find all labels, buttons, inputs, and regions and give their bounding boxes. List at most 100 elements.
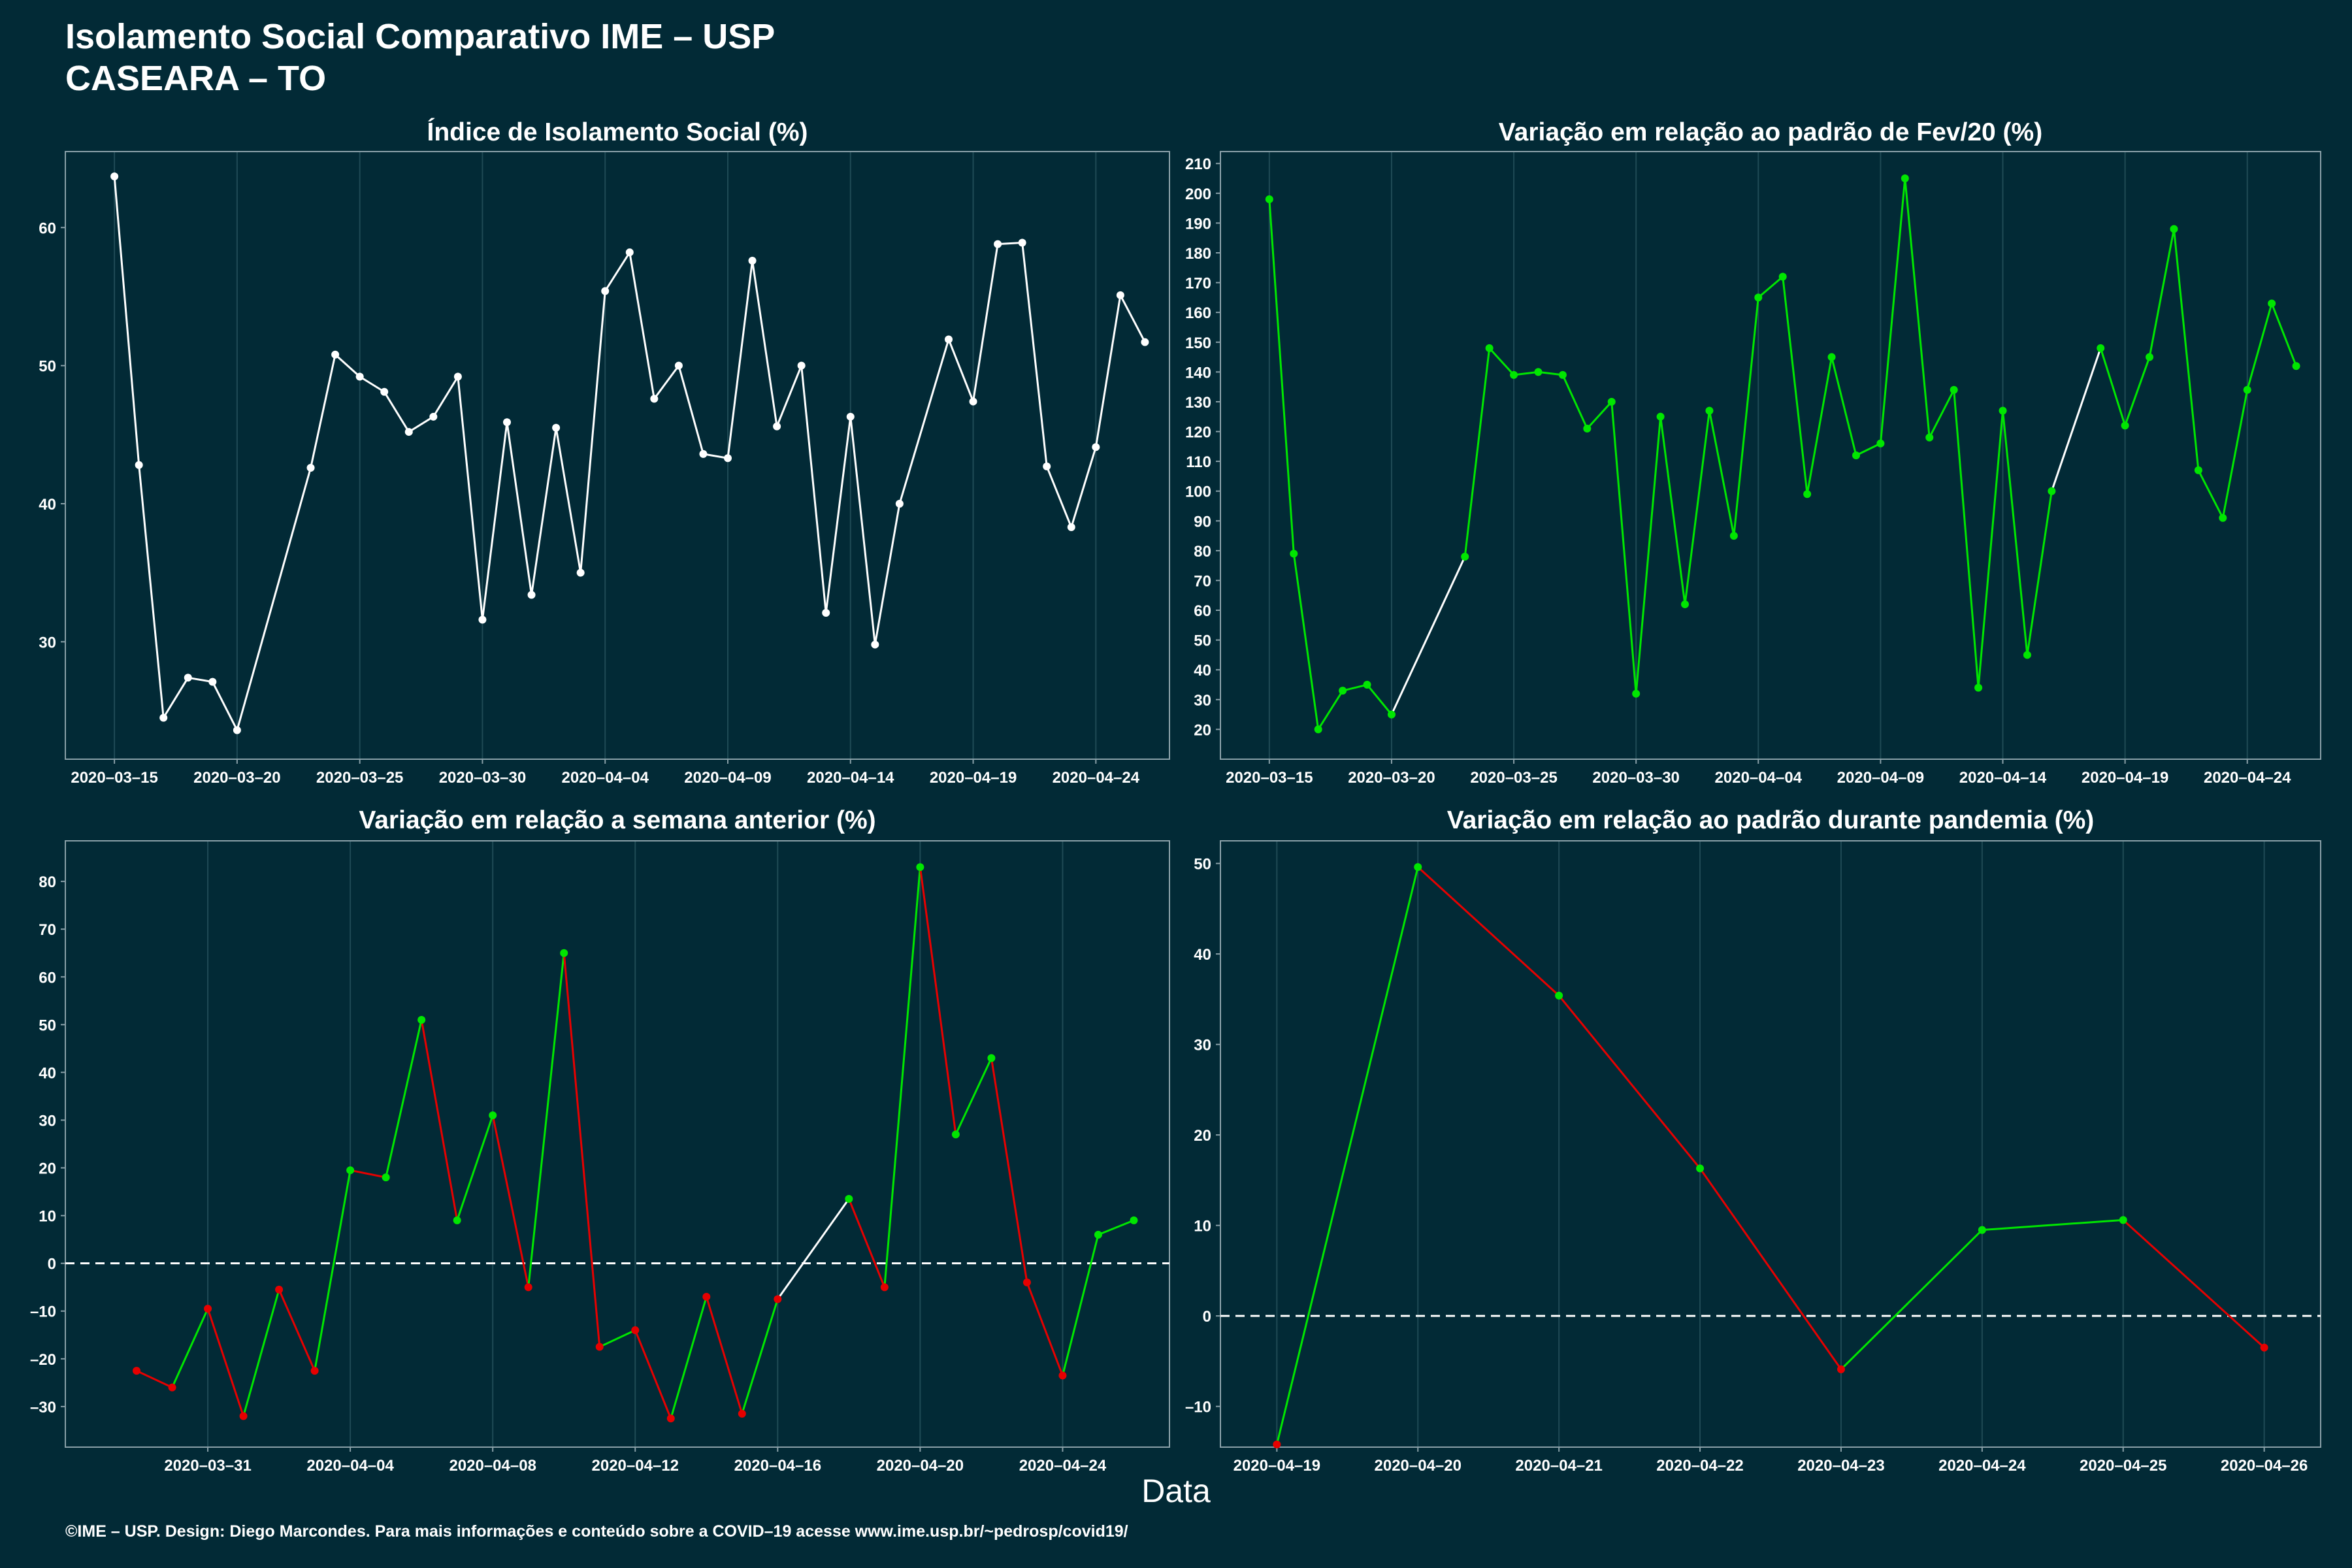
data-point <box>1705 406 1714 415</box>
page-title: Isolamento Social Comparativo IME – USP … <box>65 16 775 99</box>
data-point <box>1729 532 1738 540</box>
data-point <box>404 428 413 436</box>
data-point <box>1803 490 1812 498</box>
data-point <box>738 1409 746 1418</box>
y-tick-label: 70 <box>1194 572 1211 590</box>
series-line-segment <box>527 953 565 1288</box>
data-point <box>1314 725 1322 734</box>
data-point <box>773 422 781 431</box>
data-point <box>1092 443 1100 451</box>
x-tick-label: 2020–04–21 <box>1515 1457 1602 1475</box>
series-line-segment <box>2099 348 2127 426</box>
data-point <box>1485 344 1494 352</box>
series-line-segment <box>383 391 410 433</box>
series-line-segment <box>2124 357 2151 426</box>
y-tick-label: 0 <box>1203 1308 1211 1326</box>
series-line-segment <box>1390 556 1466 715</box>
plot-frame <box>1220 840 2321 1448</box>
series-line-segment <box>580 291 606 573</box>
data-point <box>1852 451 1860 459</box>
series-line-segment <box>278 1289 316 1371</box>
series-line-segment <box>1904 178 1931 438</box>
data-point <box>1555 991 1563 1000</box>
data-point <box>2260 1343 2268 1352</box>
series-line-segment <box>1094 295 1122 448</box>
data-point <box>1681 600 1690 608</box>
footer-credits: ©IME – USP. Design: Diego Marcondes. Par… <box>65 1522 1128 1541</box>
y-tick-label: 80 <box>39 874 56 891</box>
series-line-segment <box>1855 442 1882 457</box>
series-line-segment <box>236 467 312 731</box>
data-point <box>355 372 364 381</box>
data-point <box>1043 462 1051 470</box>
series-line-segment <box>1317 690 1344 730</box>
data-point <box>969 397 977 406</box>
data-point <box>1632 689 1641 698</box>
data-point <box>774 1295 782 1303</box>
series-line-segment <box>1977 410 2004 688</box>
series-line-segment <box>188 676 213 683</box>
y-tick-label: 30 <box>39 1112 56 1130</box>
y-tick-label: 90 <box>1194 513 1211 531</box>
x-tick-label: 2020–03–25 <box>1470 769 1557 787</box>
data-point <box>576 568 585 577</box>
series-line-segment <box>919 866 957 1135</box>
data-point <box>1510 370 1518 379</box>
data-point <box>1607 397 1616 406</box>
x-tick-label: 2020–04–20 <box>877 1457 964 1475</box>
x-tick-label: 2020–03–15 <box>71 769 157 787</box>
data-point <box>724 454 732 463</box>
series-line-segment <box>2026 491 2053 655</box>
series-line-segment <box>531 427 557 595</box>
series-line-segment <box>847 1198 886 1288</box>
data-point <box>1656 412 1665 421</box>
data-point <box>478 615 487 624</box>
x-tick-label: 2020–04–09 <box>1837 769 1924 787</box>
plot-frame <box>1220 151 2321 760</box>
series-line-segment <box>1098 1219 1135 1236</box>
x-tick-label: 2020–04–19 <box>2082 769 2168 787</box>
series-line-segment <box>599 1329 636 1348</box>
data-point <box>2048 487 2056 495</box>
x-tick-label: 2020–04–14 <box>807 769 894 787</box>
data-point <box>1876 439 1885 448</box>
x-tick-label: 2020–03–15 <box>1226 769 1313 787</box>
x-tick-label: 2020–04–14 <box>1959 769 2047 787</box>
series-line-segment <box>1488 347 1515 376</box>
data-point <box>1696 1164 1705 1173</box>
y-tick-label: 150 <box>1185 335 1211 352</box>
series-line-segment <box>408 416 434 433</box>
series-line-segment <box>1879 178 1906 444</box>
chart-title: Variação em relação ao padrão de Fev/20 … <box>1499 118 2042 146</box>
series-line-segment <box>162 677 189 719</box>
series-line-segment <box>1659 416 1686 605</box>
series-line-segment <box>1021 242 1048 467</box>
series-line-segment <box>1699 1168 1842 1370</box>
x-tick-label: 2020–04–04 <box>306 1457 394 1475</box>
data-point <box>625 248 634 257</box>
y-tick-label: 40 <box>1194 662 1211 679</box>
chart-panel-semana: Variação em relação a semana anterior (%… <box>30 806 1170 1475</box>
data-point <box>503 418 511 427</box>
series-line-segment <box>629 252 655 399</box>
x-tick-label: 2020–04–22 <box>1656 1457 1743 1475</box>
chart-title: Variação em relação ao padrão durante pa… <box>1447 806 2095 834</box>
data-point <box>524 1283 532 1292</box>
data-point <box>1363 681 1371 689</box>
data-point <box>417 1016 426 1024</box>
data-point <box>1999 406 2007 415</box>
series-line-segment <box>898 339 950 504</box>
data-point <box>1558 370 1567 379</box>
y-tick-label: 130 <box>1185 394 1211 412</box>
data-point <box>699 449 708 458</box>
data-point <box>822 608 830 617</box>
data-point <box>748 256 757 265</box>
series-line-segment <box>874 503 901 645</box>
y-tick-label: 110 <box>1186 453 1211 471</box>
y-tick-label: 180 <box>1185 245 1211 263</box>
y-tick-label: –10 <box>1185 1399 1211 1416</box>
series-line-segment <box>1463 348 1491 557</box>
series-line-segment <box>678 365 704 455</box>
x-tick-label: 2020–04–08 <box>449 1457 536 1475</box>
series-line-segment <box>1045 466 1073 528</box>
